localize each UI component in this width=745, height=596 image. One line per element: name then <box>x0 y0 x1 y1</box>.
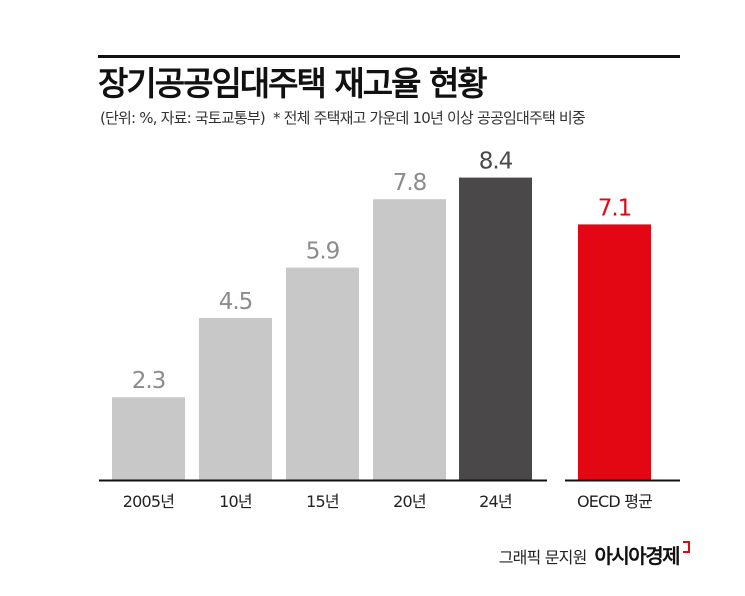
chart-title: 장기공공임대주택 재고율 현황 <box>98 64 488 103</box>
x-tick-label-2: 10년 <box>219 492 252 511</box>
credit: 그래픽 문지원 아시아경제 <box>499 540 690 569</box>
top-rule <box>98 55 680 58</box>
logo-mark-icon <box>683 541 690 553</box>
x-axis-labels-group: 2005년 10년 15년 20년 24년 OECD 평균 <box>123 492 653 511</box>
bar-2 <box>199 318 272 480</box>
x-tick-label-3: 15년 <box>306 492 339 511</box>
bar-6 <box>578 224 651 480</box>
value-label-4: 7.8 <box>393 170 427 196</box>
publisher-logo: 아시아경제 <box>594 544 681 568</box>
bar-4 <box>373 199 446 480</box>
x-tick-label-1: 2005년 <box>123 492 175 511</box>
bar-5 <box>459 177 532 480</box>
value-label-1: 2.3 <box>132 368 166 394</box>
value-labels-group: 2.3 4.5 5.9 7.8 8.4 7.1 <box>132 149 633 395</box>
bar-1 <box>112 397 185 480</box>
value-label-6: 7.1 <box>598 195 632 221</box>
footnote: * 전체 주택재고 가운데 10년 이상 공공임대주택 비중 <box>272 109 586 127</box>
value-label-5: 8.4 <box>479 149 513 175</box>
x-tick-label-4: 20년 <box>393 492 426 511</box>
unit-source-note: (단위: %, 자료: 국토교통부) <box>100 109 266 127</box>
bar-3 <box>286 267 359 480</box>
bars-group <box>112 177 651 480</box>
value-label-2: 4.5 <box>219 289 253 315</box>
chart-subtitle: (단위: %, 자료: 국토교통부) * 전체 주택재고 가운데 10년 이상 공… <box>100 108 586 128</box>
value-label-3: 5.9 <box>306 239 340 265</box>
graphic-credit: 그래픽 문지원 <box>498 548 588 567</box>
x-tick-label-6: OECD 평균 <box>577 492 652 511</box>
x-tick-label-5: 24년 <box>479 492 512 511</box>
